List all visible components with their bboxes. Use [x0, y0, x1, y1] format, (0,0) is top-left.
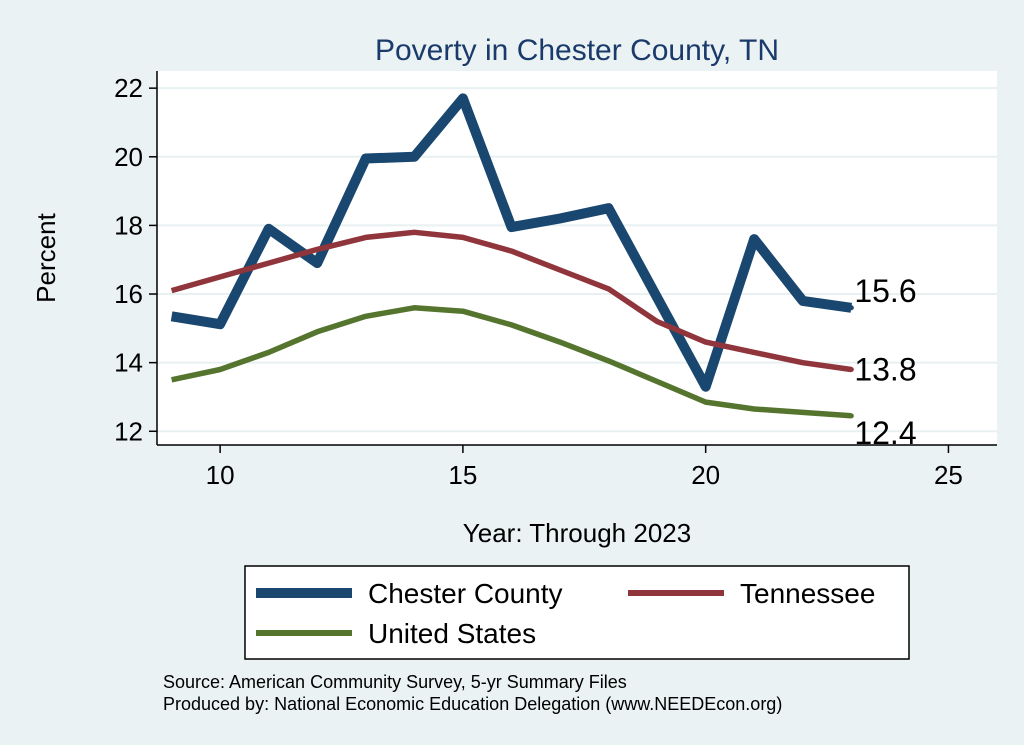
series-end-point-united-states	[848, 413, 854, 419]
legend-label-chester-county: Chester County	[368, 578, 563, 609]
end-label-tennessee: 13.8	[854, 352, 916, 388]
producer-note: Produced by: National Economic Education…	[163, 694, 782, 714]
legend-label-tennessee: Tennessee	[740, 578, 875, 609]
y-tick-label-14: 14	[114, 348, 143, 378]
series-lines	[170, 93, 853, 419]
plot-area	[157, 71, 997, 445]
series-end-point-tennessee	[848, 367, 854, 373]
y-ticks: 12 14 16 18 20 22	[114, 73, 157, 446]
x-axis-title: Year: Through 2023	[463, 518, 691, 548]
x-tick-label-25: 25	[934, 460, 963, 490]
end-label-chester-county: 15.6	[854, 273, 916, 309]
y-tick-label-16: 16	[114, 279, 143, 309]
x-ticks: 10 15 20 25	[206, 445, 963, 490]
end-labels: 15.6 13.8 12.4	[848, 273, 917, 451]
y-axis-title: Percent	[31, 212, 61, 302]
chart-title: Poverty in Chester County, TN	[375, 34, 779, 67]
axes	[156, 71, 997, 446]
end-label-united-states: 12.4	[854, 415, 916, 451]
x-tick-label-20: 20	[691, 460, 720, 490]
x-tick-label-10: 10	[206, 460, 235, 490]
y-tick-label-18: 18	[114, 210, 143, 240]
series-line-chester-county	[170, 93, 853, 392]
gridlines	[157, 87, 997, 433]
legend-label-united-states: United States	[368, 618, 536, 649]
y-tick-label-20: 20	[114, 142, 143, 172]
y-tick-label-12: 12	[114, 416, 143, 446]
source-note: Source: American Community Survey, 5-yr …	[163, 672, 627, 692]
legend-box	[244, 565, 910, 660]
series-line-united-states	[171, 305, 852, 419]
series-end-point-chester-county	[848, 305, 854, 311]
series-line-tennessee	[170, 229, 852, 373]
y-tick-label-22: 22	[114, 73, 143, 103]
legend: Chester County Tennessee United States	[244, 565, 910, 660]
x-tick-label-15: 15	[448, 460, 477, 490]
